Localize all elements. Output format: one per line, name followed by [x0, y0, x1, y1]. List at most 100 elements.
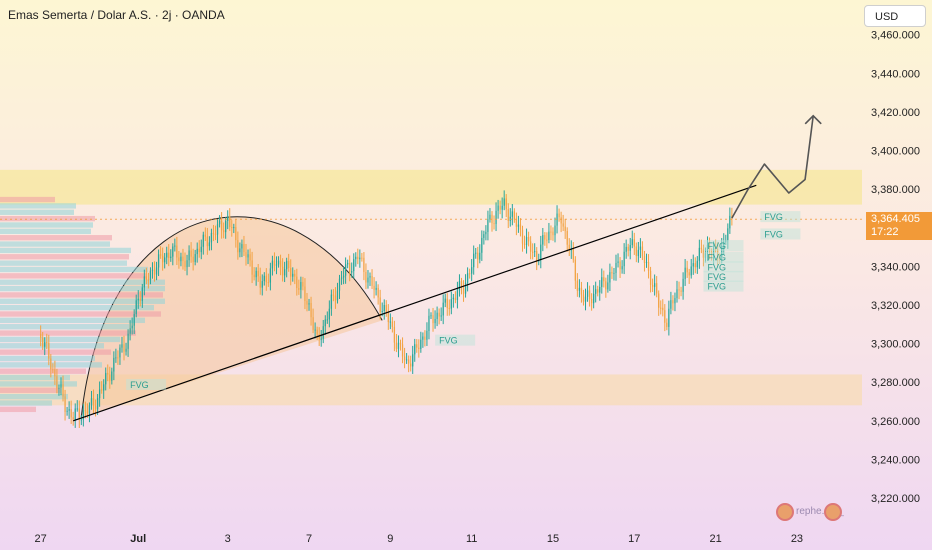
candle-body	[550, 231, 552, 233]
candle-body	[554, 225, 556, 236]
candle-body	[428, 315, 430, 331]
candle-body	[485, 231, 487, 235]
candle-body	[74, 408, 76, 420]
candle-body	[64, 396, 66, 412]
candle-body	[42, 337, 44, 347]
candle-body	[52, 369, 54, 371]
candle-body	[499, 205, 501, 210]
volume-bar	[0, 336, 120, 343]
candle-body	[576, 280, 579, 291]
candle-body	[153, 269, 156, 275]
candle-body	[729, 215, 731, 229]
candle-body	[381, 310, 383, 312]
candle-body	[662, 307, 664, 311]
candle-body	[501, 205, 503, 210]
candle-body	[660, 307, 662, 309]
candle-body	[633, 239, 635, 247]
candle-body	[540, 244, 542, 261]
volume-bar	[0, 235, 112, 241]
candle-body	[556, 213, 558, 226]
fvg-label: FVG	[130, 380, 149, 390]
candle-body	[365, 271, 367, 283]
candle-body	[235, 227, 237, 241]
candle-body	[582, 294, 585, 302]
price-tick-label: 3,220.000	[871, 493, 920, 505]
price-axis[interactable]: 3,460.000 3,440.000 3,420.000 3,400.000 3,38…	[862, 0, 932, 550]
candle-body	[493, 223, 495, 225]
candle-body	[151, 269, 154, 271]
candle-body	[672, 300, 674, 304]
candle-body	[412, 354, 414, 367]
time-tick-label: 11	[466, 533, 477, 545]
candle-body	[560, 217, 562, 224]
candle-body	[426, 330, 428, 340]
candle-body	[78, 408, 80, 420]
candle-body	[552, 231, 554, 236]
candle-body	[60, 384, 62, 388]
candle-body	[115, 357, 117, 359]
candle-body	[446, 298, 448, 308]
candle-body	[357, 256, 359, 260]
candle-body	[328, 308, 330, 320]
candle-body	[225, 220, 227, 233]
fvg-zone	[435, 334, 476, 346]
candle-body	[546, 239, 548, 241]
candle-body	[296, 276, 298, 289]
volume-bar	[0, 254, 129, 260]
candle-body	[464, 282, 467, 294]
candle-body	[418, 347, 420, 349]
candle-body	[519, 224, 522, 230]
candle-body	[249, 254, 251, 261]
volume-bar	[0, 228, 91, 235]
time-tick-label: Jul	[130, 533, 146, 545]
candle-body	[340, 277, 343, 279]
candle-body	[186, 260, 188, 268]
candle-body	[82, 410, 84, 420]
candle-body	[702, 249, 705, 258]
candle-body	[318, 334, 320, 339]
time-tick-label: 9	[387, 533, 393, 545]
candle-body	[460, 281, 463, 288]
candle-body	[62, 384, 64, 397]
candle-body	[523, 243, 526, 245]
candle-body	[121, 344, 123, 348]
candle-body	[621, 266, 623, 270]
candle-body	[178, 257, 180, 262]
candle-body	[477, 252, 479, 260]
candle-body	[432, 315, 434, 324]
candle-body	[471, 267, 473, 274]
candle-body	[607, 282, 609, 290]
candle-body	[613, 272, 615, 274]
candle-body	[168, 252, 170, 259]
volume-bar	[0, 273, 146, 279]
volume-bar	[0, 222, 93, 228]
candle-body	[639, 246, 642, 250]
candle-body	[66, 410, 68, 412]
candle-body	[192, 256, 194, 263]
candle-body	[513, 211, 515, 220]
candle-body	[371, 275, 373, 286]
candle-body	[86, 410, 89, 414]
fvg-label: FVG	[707, 253, 726, 263]
candle-body	[442, 302, 444, 316]
candle-body	[588, 290, 591, 300]
candle-body	[438, 312, 440, 317]
candle-body	[164, 257, 166, 263]
time-tick-label: 27	[35, 533, 47, 545]
currency-button[interactable]: USD	[864, 5, 926, 27]
candle-body	[263, 275, 265, 282]
candle-body	[273, 260, 276, 266]
candle-body	[259, 276, 261, 288]
candle-body	[123, 344, 125, 352]
candle-body	[223, 230, 225, 233]
candle-body	[578, 287, 581, 291]
candle-body	[647, 261, 650, 271]
candle-body	[405, 359, 408, 361]
candle-body	[564, 226, 566, 232]
candle-body	[279, 260, 282, 267]
candle-body	[475, 252, 477, 254]
candle-body	[580, 287, 583, 295]
candle-body	[229, 216, 231, 228]
time-axis[interactable]: 27 Jul 3 7 9 11 15 17 21 23	[35, 533, 804, 545]
